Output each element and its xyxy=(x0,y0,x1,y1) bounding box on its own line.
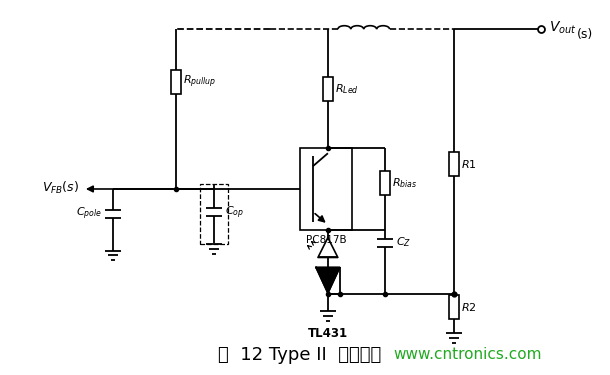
Text: $V_{out}$: $V_{out}$ xyxy=(549,20,576,36)
Bar xyxy=(323,77,333,101)
Text: www.cntronics.com: www.cntronics.com xyxy=(393,347,542,362)
Text: $C_{op}$: $C_{op}$ xyxy=(225,204,245,220)
Text: $R_{bias}$: $R_{bias}$ xyxy=(392,176,417,190)
Bar xyxy=(201,184,228,244)
Text: $R_{pullup}$: $R_{pullup}$ xyxy=(182,74,216,90)
Bar xyxy=(379,171,390,195)
Text: $V_{FB}(s)$: $V_{FB}(s)$ xyxy=(42,180,79,196)
Text: $R_{Led}$: $R_{Led}$ xyxy=(335,82,359,96)
Text: $C_{pole}$: $C_{pole}$ xyxy=(76,206,102,222)
Bar xyxy=(300,148,352,230)
Text: $R1$: $R1$ xyxy=(461,158,477,170)
Polygon shape xyxy=(316,267,340,293)
Text: TL431: TL431 xyxy=(308,327,348,340)
Text: $R2$: $R2$ xyxy=(461,301,477,313)
Text: PC817B: PC817B xyxy=(306,235,346,244)
Bar xyxy=(450,295,459,318)
Bar xyxy=(171,70,181,94)
Text: (s): (s) xyxy=(577,28,593,40)
Text: $C_Z$: $C_Z$ xyxy=(396,236,411,249)
Text: 图  12 Type II  补偿网络: 图 12 Type II 补偿网络 xyxy=(218,346,382,364)
Bar xyxy=(450,152,459,176)
